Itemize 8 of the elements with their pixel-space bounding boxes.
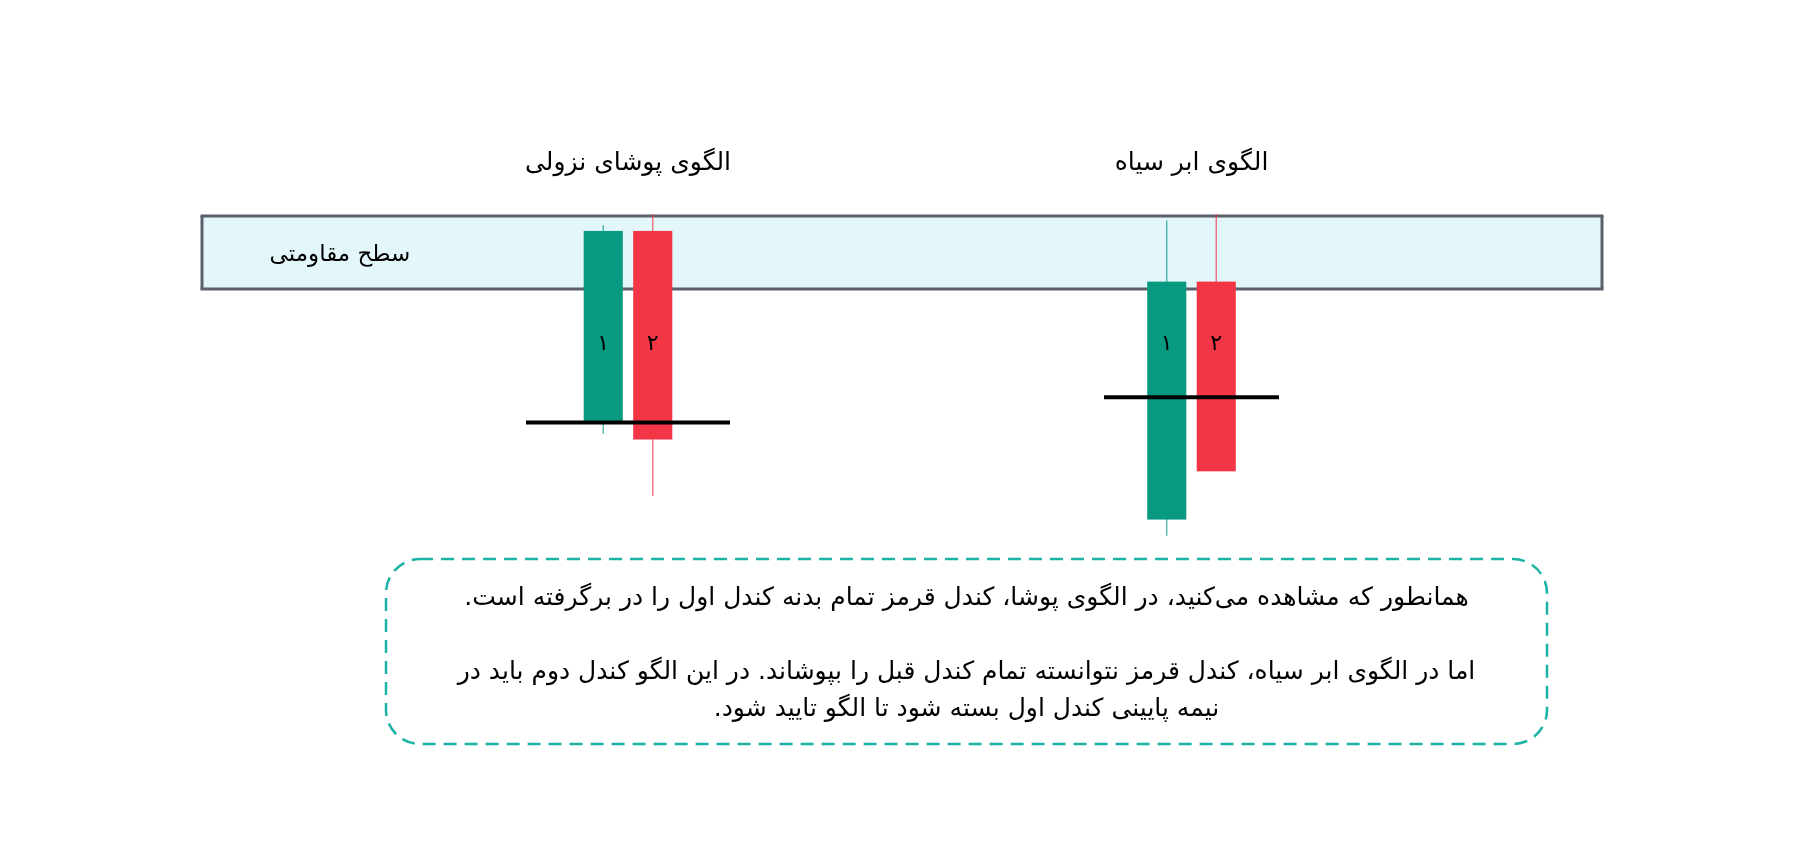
- category-label: ۲: [1210, 329, 1223, 355]
- category-label: ۱: [597, 329, 610, 355]
- category-label: ۲: [646, 329, 659, 355]
- category-label: ۱: [1160, 329, 1173, 355]
- title: الگوی پوشای نزولی: [525, 146, 731, 176]
- note: همانطور که مشاهده می‌کنید، در الگوی پوشا، کندل قرمز تمام بدنه کندل اول را در برگرفته است. اما در الگوی ابر سیاه، کندل قرمز نتوانسته تمام کندل قبل را بپوشاند. در این الگو کندل دوم باید در نیمه پایینی کندل اول بسته شود تا الگو تایید شود.: [384, 557, 1549, 746]
- band-label: سطح مقاومتی: [269, 239, 411, 266]
- title: الگوی ابر سیاه: [1114, 146, 1269, 176]
